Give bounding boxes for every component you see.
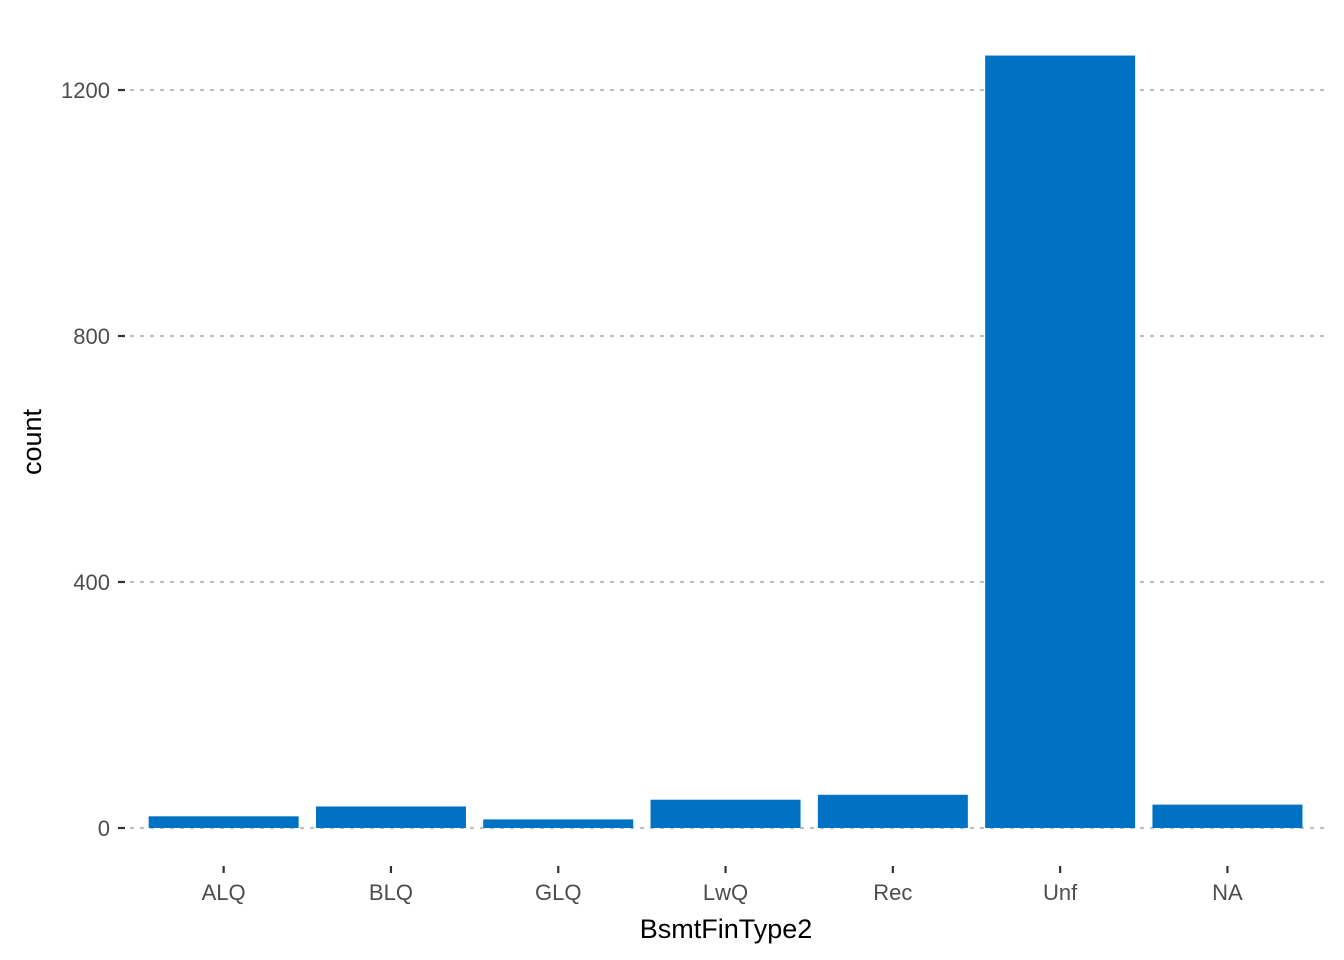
y-gridlines xyxy=(129,88,1332,830)
y-tick-label: 400 xyxy=(73,570,110,595)
bar-glq xyxy=(483,819,634,828)
bar-lwq xyxy=(650,799,801,828)
x-tick-label: ALQ xyxy=(202,880,246,905)
bar-na xyxy=(1152,804,1303,828)
y-tick-label: 1200 xyxy=(61,78,110,103)
y-axis-title: count xyxy=(17,408,47,475)
x-tick-label: GLQ xyxy=(535,880,581,905)
bar-alq xyxy=(148,816,299,828)
bar-rec xyxy=(817,794,968,828)
y-tick-label: 800 xyxy=(73,324,110,349)
bar-unf xyxy=(985,55,1136,829)
x-tick-label: LwQ xyxy=(703,880,748,905)
bar-blq xyxy=(315,806,466,828)
x-tick-label: NA xyxy=(1212,880,1243,905)
x-tick-label: Rec xyxy=(873,880,912,905)
y-axis-ticks: 0 400 800 1200 xyxy=(61,78,125,841)
bars xyxy=(148,55,1303,829)
x-axis-ticks: ALQ BLQ GLQ LwQ Rec Unf NA xyxy=(202,866,1243,905)
y-tick-label: 0 xyxy=(98,816,110,841)
x-tick-label: BLQ xyxy=(369,880,413,905)
x-axis-title: BsmtFinType2 xyxy=(640,914,813,944)
x-tick-label: Unf xyxy=(1043,880,1078,905)
